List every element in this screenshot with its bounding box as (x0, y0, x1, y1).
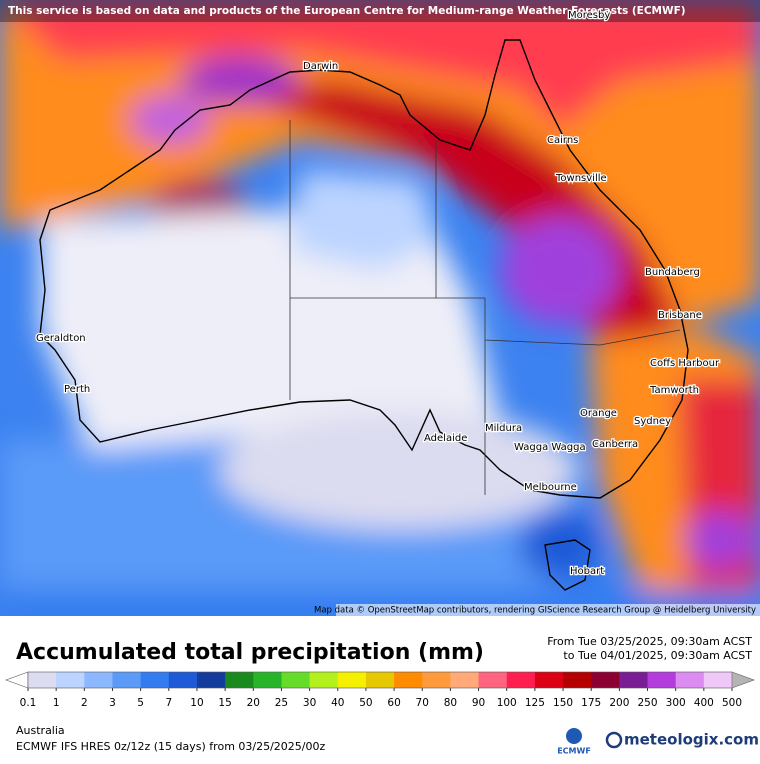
colorbar-swatch (112, 672, 142, 688)
colorbar-swatch (422, 672, 451, 688)
colorbar-label: 7 (165, 697, 172, 709)
colorbar-label: 80 (444, 697, 457, 709)
colorbar-label: 0.1 (20, 697, 37, 709)
colorbar-over (731, 671, 755, 689)
city: Moresby (568, 10, 610, 21)
colorbar-swatch (534, 672, 564, 688)
city: Melbourne (524, 482, 577, 493)
colorbar-label: 2 (81, 697, 88, 709)
city: Wagga Wagga (514, 442, 586, 453)
colorbar-label: 50 (359, 697, 372, 709)
colorbar-swatch (309, 672, 339, 688)
colorbar-swatch (619, 672, 649, 688)
colorbar-swatch (168, 672, 198, 688)
colorbar-swatch (84, 672, 113, 688)
colorbar-label: 500 (722, 697, 742, 709)
city: Coffs Harbour (650, 358, 720, 369)
region: Australia (16, 724, 65, 737)
legend-title: Accumulated total precipitation (mm) (16, 640, 484, 665)
colorbar-swatch (563, 672, 592, 688)
colorbar-under (5, 671, 29, 689)
state-borders (289, 120, 681, 495)
city: Tamworth (649, 385, 699, 396)
colorbar-frame (27, 671, 733, 689)
colorbar-swatch (365, 672, 395, 688)
colorbar-label: 400 (694, 697, 714, 709)
colorbar-label: 20 (247, 697, 260, 709)
colorbar: 0.1 1 2 3 5 7 10 15 20 25 30 40 50 60 70 80 90 100 125 150 1… (5, 671, 755, 709)
attribution: Map data © OpenStreetMap contributors, r… (314, 606, 756, 616)
city: Darwin (303, 61, 338, 72)
colorbar-label: 150 (553, 697, 573, 709)
tasmania-coast (544, 539, 591, 591)
colorbar-label: 30 (303, 697, 316, 709)
colorbar-label: 70 (416, 697, 429, 709)
city: Bundaberg (645, 267, 700, 278)
colorbar-swatch (675, 672, 705, 688)
model-info: ECMWF IFS HRES 0z/12z (15 days) from 03/… (16, 740, 326, 753)
city: Geraldton (36, 333, 86, 344)
colorbar-label: 15 (218, 697, 231, 709)
coastline (39, 39, 689, 499)
colorbar-swatch (591, 672, 620, 688)
colorbar-label: 90 (472, 697, 485, 709)
colorbar-swatch (28, 672, 57, 688)
map: This service is based on data and produc… (0, 0, 760, 616)
colorbar-swatch (140, 672, 170, 688)
city-labels: Moresby Darwin Cairns Townsville Bundabe… (35, 9, 721, 579)
colorbar-label: 250 (637, 697, 657, 709)
city: Mildura (485, 423, 522, 434)
colorbar-swatch (196, 672, 226, 688)
city: Perth (64, 384, 90, 395)
city: Brisbane (658, 310, 702, 321)
colorbar-label: 100 (497, 697, 517, 709)
colorbar-swatch (478, 672, 508, 688)
ecmwf-icon (566, 728, 582, 744)
colorbar-swatch (647, 672, 677, 688)
colorbar-swatch (56, 672, 85, 688)
colorbar-swatch (394, 672, 423, 688)
colorbar-label: 3 (109, 697, 116, 709)
colorbar-swatch (337, 672, 367, 688)
city: Hobart (570, 566, 604, 577)
colorbar-label: 5 (137, 697, 144, 709)
city: Canberra (592, 439, 638, 450)
colorbar-swatch (281, 672, 311, 688)
colorbar-swatch (703, 672, 733, 688)
period-from: From Tue 03/25/2025, 09:30am ACST (547, 635, 752, 648)
colorbar-label: 300 (666, 697, 686, 709)
colorbar-swatch (506, 672, 536, 688)
colorbar-swatch (450, 672, 480, 688)
city: Sydney (634, 416, 671, 427)
ecmwf-logo: ECMWF (557, 747, 591, 756)
colorbar-swatch (253, 672, 282, 688)
colorbar-label: 1 (53, 697, 60, 709)
city: Townsville (555, 173, 607, 184)
colorbar-label: 60 (387, 697, 400, 709)
colorbar-label: 125 (525, 697, 545, 709)
period-to: to Tue 04/01/2025, 09:30am ACST (563, 649, 752, 662)
attribution-bg (336, 604, 760, 616)
colorbar-label: 10 (190, 697, 203, 709)
colorbar-label: 40 (331, 697, 344, 709)
banner-bg (0, 0, 760, 22)
city: Adelaide (424, 433, 467, 444)
colorbar-label: 175 (581, 697, 601, 709)
colorbar-swatch (225, 672, 254, 688)
city: Cairns (547, 135, 578, 146)
banner: This service is based on data and produc… (8, 5, 686, 17)
colorbar-label: 200 (609, 697, 629, 709)
city: Orange (580, 408, 617, 419)
colorbar-label: 25 (275, 697, 288, 709)
brand-icon (605, 731, 623, 749)
brand[interactable]: meteologix.com (624, 731, 759, 749)
